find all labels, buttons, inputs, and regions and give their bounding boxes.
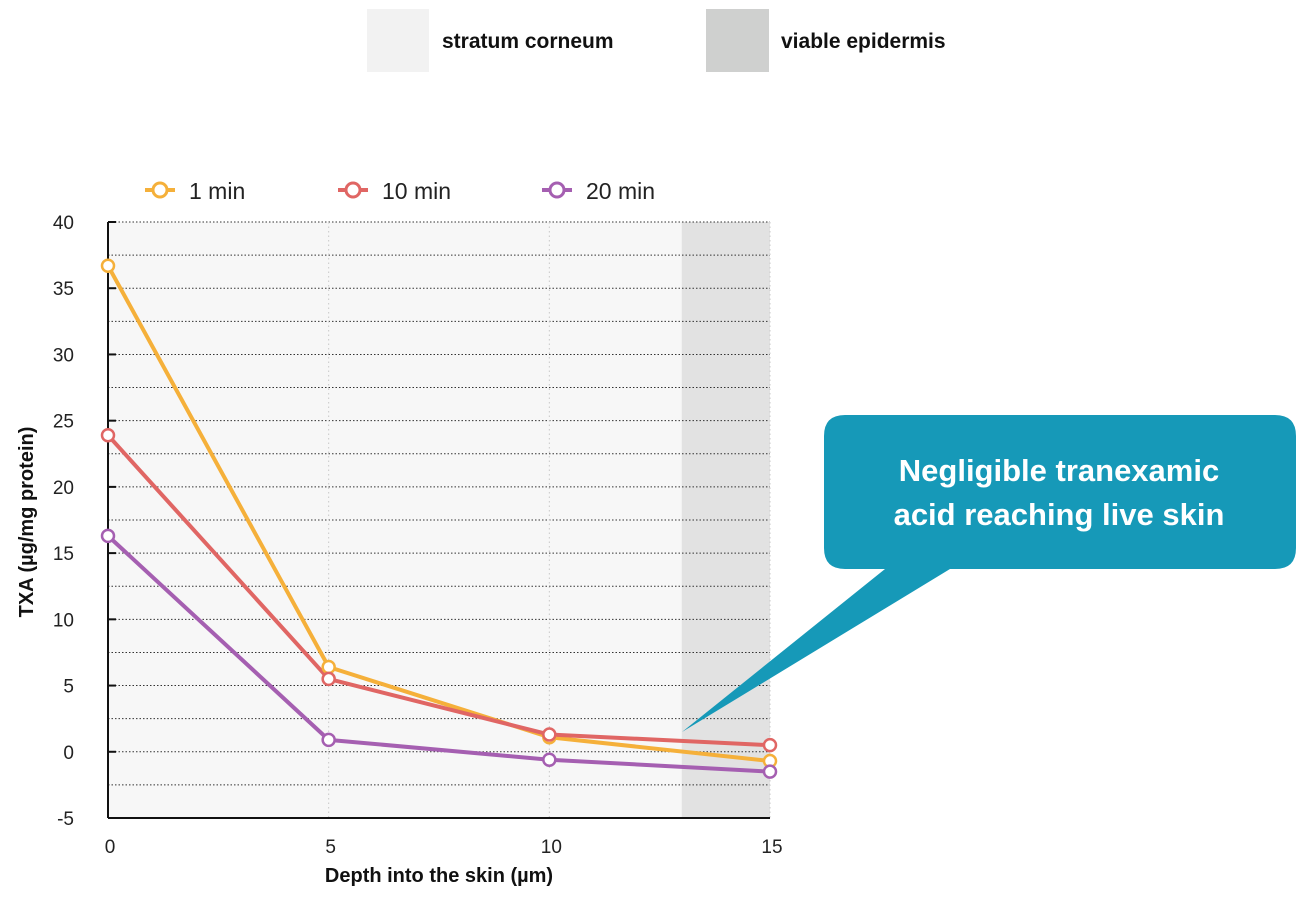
legend-swatch-stratum-corneum — [367, 9, 429, 72]
y-tick-label: 5 — [63, 677, 74, 698]
callout-line-2: acid reaching live skin — [894, 497, 1225, 532]
x-tick-label: 10 — [541, 837, 562, 858]
x-tick-label: 5 — [325, 837, 336, 858]
data-point — [321, 671, 336, 687]
data-point — [100, 528, 116, 544]
legend-label: 20 min — [586, 178, 655, 204]
legend-marker — [548, 181, 566, 199]
gridlines — [108, 221, 771, 818]
callout-line-1: Negligible tranexamic — [899, 453, 1219, 488]
legend-label: 1 min — [189, 178, 245, 204]
data-point — [321, 659, 336, 675]
data-point — [100, 427, 116, 443]
callout: Negligible tranexamic acid reaching live… — [682, 415, 1296, 732]
layer-legend: stratum corneum viable epidermis — [367, 9, 946, 72]
data-point — [100, 258, 116, 273]
data-point — [762, 737, 778, 753]
data-point — [762, 764, 778, 779]
x-tick-labels: 0 5 10 15 — [105, 837, 783, 858]
series-legend: 1 min 10 min 20 min — [145, 178, 655, 204]
legend-swatch-viable-epidermis — [706, 9, 769, 72]
x-axis-title: Depth into the skin (µm) — [325, 865, 553, 887]
y-tick-label: 25 — [53, 412, 74, 433]
legend-label: 10 min — [382, 178, 451, 204]
data-point — [321, 732, 336, 748]
legend-item-0: 1 min — [145, 178, 245, 204]
legend-marker — [151, 181, 169, 199]
y-tick-label: 35 — [53, 279, 74, 300]
series-lines — [100, 258, 778, 779]
series-line-2 — [106, 534, 771, 774]
legend-marker — [344, 181, 362, 199]
y-tick-label: -5 — [57, 809, 74, 830]
axes — [107, 221, 770, 819]
plot-area: -5 0 5 10 15 20 25 30 35 40 0 5 10 15 — [53, 213, 783, 858]
series-line-1 — [106, 433, 771, 748]
y-tick-label: 30 — [53, 345, 74, 366]
y-tick-label: 10 — [53, 610, 74, 631]
series-line-0 — [106, 264, 771, 764]
y-tick-label: 40 — [53, 213, 74, 234]
y-tick-label: 0 — [63, 743, 74, 764]
legend-item-2: 20 min — [542, 178, 655, 204]
legend-label-viable-epidermis: viable epidermis — [781, 30, 946, 53]
x-tick-label: 15 — [761, 837, 782, 858]
data-point — [542, 727, 557, 742]
y-tick-labels: -5 0 5 10 15 20 25 30 35 40 — [53, 213, 74, 830]
y-tick-label: 15 — [53, 544, 74, 565]
legend-item-1: 10 min — [338, 178, 451, 204]
data-point — [542, 752, 557, 767]
x-tick-label: 0 — [105, 837, 116, 858]
callout-bubble — [682, 415, 1296, 732]
y-axis-title: TXA (µg/mg protein) — [16, 427, 38, 618]
y-tick-label: 20 — [53, 478, 74, 499]
legend-label-stratum-corneum: stratum corneum — [442, 30, 614, 53]
